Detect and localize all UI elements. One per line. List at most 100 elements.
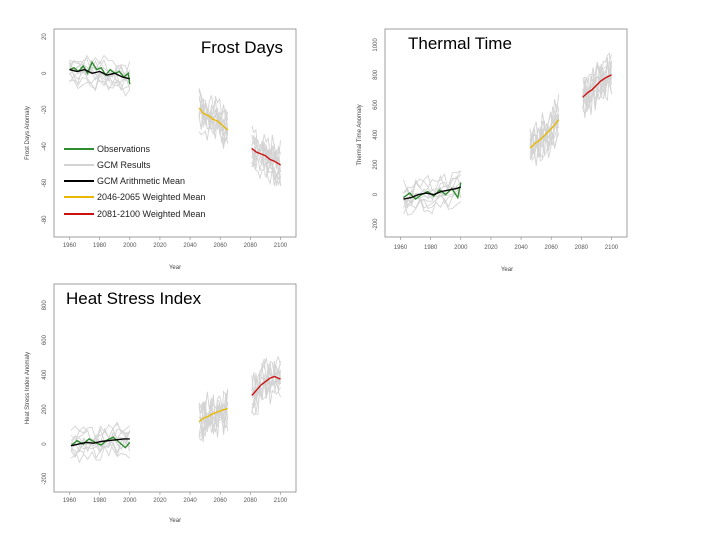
gcm-result-line [403, 170, 461, 196]
gcm-result-line [529, 94, 560, 148]
heat-y-label: Heat Stress Index Anomaly [25, 352, 31, 424]
gcm-result-line [403, 174, 462, 199]
2046-2065-weighted-mean-line [198, 407, 228, 423]
2081-2100-weighted-mean-line [582, 74, 612, 98]
gcm-result-line [529, 116, 560, 158]
gcm-result-line [69, 66, 130, 87]
x-tick-label: 2000 [123, 243, 137, 249]
2046-2065-weighted-mean-line [529, 119, 560, 149]
gcm-arithmetic-mean-line [69, 68, 130, 80]
gcm-result-line [199, 388, 229, 416]
heat-y-ticks: -200 0 200 400 600 800 [42, 300, 48, 485]
x-tick-label: 2040 [183, 243, 197, 249]
observations-line [69, 60, 131, 85]
y-tick-label: -20 [42, 105, 48, 114]
heat-plot-frame [53, 283, 297, 493]
heat-series [70, 375, 281, 449]
y-tick-label: -200 [373, 218, 379, 231]
gcm-result-line [69, 59, 131, 78]
thermal-time-panel: 1960 1980 2000 2020 2040 2060 2080 2100 -200 0 20… [355, 25, 635, 275]
legend-label-2046: 2046-2065 Weighted Mean [97, 192, 205, 202]
heat-x-label: Year [169, 518, 181, 524]
thermal-gcm-results [403, 52, 612, 216]
gcm-result-line [70, 439, 131, 459]
frost-title: Frost Days [201, 38, 283, 57]
x-tick-label: 2040 [183, 498, 197, 504]
y-tick-label: 200 [42, 404, 48, 415]
gcm-result-line [403, 195, 462, 215]
gcm-result-line [403, 185, 462, 206]
thermal-series [403, 74, 612, 201]
y-tick-label: 0 [373, 192, 379, 196]
y-tick-label: 800 [42, 300, 48, 311]
legend: Observations GCM Results GCM Arithmetic … [64, 144, 205, 219]
thermal-title: Thermal Time [408, 34, 512, 53]
y-tick-label: -40 [42, 142, 48, 151]
x-tick-label: 2020 [484, 245, 498, 251]
thermal-y-label: Thermal Time Anomaly [357, 104, 363, 165]
gcm-result-line [403, 191, 461, 216]
gcm-result-line [70, 433, 131, 456]
gcm-arithmetic-mean-line [70, 438, 130, 447]
gcm-result-line [251, 134, 281, 165]
heat-stress-chart: 1960 1980 2000 2020 2040 2060 2080 2100 -200 0 20… [25, 283, 297, 524]
thermal-plot-frame [384, 28, 628, 238]
x-tick-label: 2100 [274, 243, 288, 249]
y-tick-label: 20 [42, 33, 48, 40]
heat-x-ticks: 1960 1980 2000 2020 2040 2060 2080 2100 [63, 492, 288, 504]
x-tick-label: 2080 [244, 498, 258, 504]
gcm-result-line [198, 89, 229, 133]
x-tick-label: 1980 [93, 498, 107, 504]
x-tick-label: 1980 [424, 245, 438, 251]
x-tick-label: 2080 [244, 243, 258, 249]
frost-plot-frame [53, 28, 297, 238]
y-tick-label: 400 [373, 129, 379, 140]
x-tick-label: 1960 [63, 243, 77, 249]
x-tick-label: 2000 [454, 245, 468, 251]
gcm-result-line [69, 54, 131, 76]
thermal-x-ticks: 1960 1980 2000 2020 2040 2060 2080 2100 [394, 237, 619, 251]
2081-2100-weighted-mean-line [251, 375, 281, 396]
frost-y-ticks: -80 -60 -40 -20 0 20 [42, 33, 48, 225]
legend-label-2081: 2081-2100 Weighted Mean [97, 209, 205, 219]
y-tick-label: -60 [42, 178, 48, 187]
x-tick-label: 2020 [153, 243, 167, 249]
x-tick-label: 1980 [93, 243, 107, 249]
gcm-arithmetic-mean-line [403, 186, 462, 200]
gcm-result-line [251, 141, 281, 179]
gcm-result-line [70, 441, 131, 464]
2081-2100-weighted-mean-line [251, 147, 281, 166]
legend-label-gcm-results: GCM Results [97, 160, 151, 170]
gcm-result-line [70, 421, 131, 443]
frost-series [69, 60, 281, 166]
x-tick-label: 2080 [575, 245, 589, 251]
y-tick-label: -200 [42, 472, 48, 485]
frost-days-panel: 1960 1980 2000 2020 2040 2060 2080 2100 -80 -60-… [20, 25, 300, 275]
y-tick-label: 1000 [373, 38, 379, 52]
x-tick-label: 2040 [514, 245, 528, 251]
heat-title: Heat Stress Index [66, 289, 202, 308]
x-tick-label: 1960 [63, 498, 77, 504]
x-tick-label: 2000 [123, 498, 137, 504]
x-tick-label: 2100 [605, 245, 619, 251]
y-tick-label: 0 [42, 442, 48, 446]
2046-2065-weighted-mean-line [198, 107, 229, 131]
frost-x-label: Year [169, 265, 181, 271]
x-tick-label: 1960 [394, 245, 408, 251]
heat-gcm-results [70, 355, 281, 464]
y-tick-label: 800 [373, 69, 379, 80]
gcm-result-line [529, 122, 560, 159]
thermal-y-ticks: -200 0 200 400 600 800 1000 [373, 38, 379, 231]
thermal-time-chart: 1960 1980 2000 2020 2040 2060 2080 2100 -200 0 20… [357, 28, 628, 273]
legend-label-observations: Observations [97, 144, 151, 154]
y-tick-label: -80 [42, 215, 48, 224]
thermal-x-label: Year [501, 267, 513, 273]
y-tick-label: 0 [42, 71, 48, 75]
y-tick-label: 600 [42, 334, 48, 345]
x-tick-label: 2060 [214, 498, 228, 504]
frost-days-chart: 1960 1980 2000 2020 2040 2060 2080 2100 -80-60-… [25, 28, 297, 271]
gcm-result-line [198, 118, 229, 149]
x-tick-label: 2100 [274, 498, 288, 504]
x-tick-label: 2020 [153, 498, 167, 504]
y-tick-label: 200 [373, 159, 379, 170]
